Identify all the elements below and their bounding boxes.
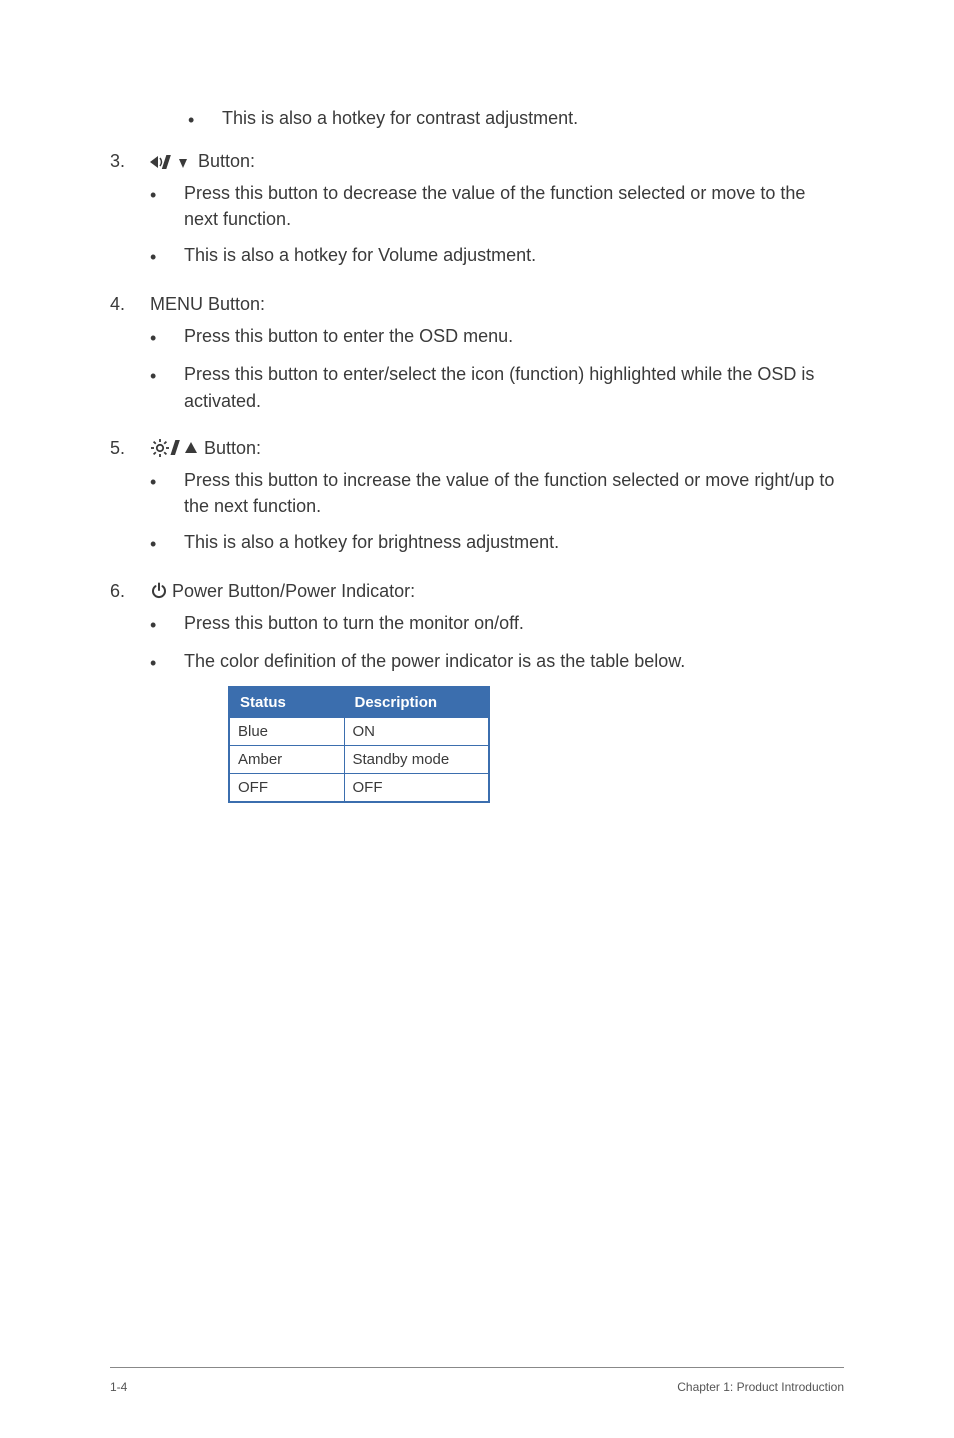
bullet-text: This is also a hotkey for brightness adj… — [184, 529, 559, 555]
bullet-text: This is also a hotkey for Volume adjustm… — [184, 242, 536, 268]
brightness-up-icon — [150, 438, 200, 458]
item-head-text: MENU Button: — [150, 294, 265, 315]
item-head-suffix: Button: — [204, 438, 261, 459]
table-cell: Amber — [229, 746, 344, 774]
bullet-icon: • — [150, 361, 184, 389]
bullet-icon: • — [150, 648, 184, 676]
item-number: 5. — [110, 438, 150, 459]
bullet-icon: • — [150, 467, 184, 495]
table-header-description: Description — [344, 687, 489, 718]
item-number: 4. — [110, 294, 150, 315]
table-row: Blue ON — [229, 718, 489, 746]
bullet-icon: • — [150, 610, 184, 638]
power-indicator-table: Status Description Blue ON Amber Standby… — [228, 686, 490, 803]
bullet-text: The color definition of the power indica… — [184, 648, 685, 674]
table-cell: OFF — [229, 774, 344, 803]
power-icon — [150, 582, 168, 600]
table-row: Amber Standby mode — [229, 746, 489, 774]
bullet-text: Press this button to increase the value … — [184, 467, 844, 519]
page-number: 1-4 — [110, 1380, 127, 1394]
top-bullet: • This is also a hotkey for contrast adj… — [188, 105, 844, 133]
table-cell: ON — [344, 718, 489, 746]
list-item-6: 6. Power Button/Power Indicator: • Press… — [110, 581, 844, 803]
list-item-4: 4. MENU Button: • Press this button to e… — [110, 294, 844, 423]
table-cell: Standby mode — [344, 746, 489, 774]
list-item-3: 3. Button: • Press this button to decrea… — [110, 151, 844, 280]
item-number: 3. — [110, 151, 150, 172]
bullet-text: Press this button to enter/select the ic… — [184, 361, 844, 413]
table-row: OFF OFF — [229, 774, 489, 803]
bullet-icon: • — [150, 323, 184, 351]
bullet-icon: • — [150, 242, 184, 270]
chapter-label: Chapter 1: Product Introduction — [677, 1380, 844, 1394]
bullet-text: This is also a hotkey for contrast adjus… — [222, 105, 578, 131]
list-item-5: 5. — [110, 438, 844, 567]
item-head-suffix: Button: — [198, 151, 255, 172]
table-header-status: Status — [229, 687, 344, 718]
bullet-icon: • — [150, 180, 184, 208]
table-cell: Blue — [229, 718, 344, 746]
footer-divider — [110, 1367, 844, 1368]
bullet-icon: • — [188, 105, 222, 133]
page-footer: 1-4 Chapter 1: Product Introduction — [110, 1380, 844, 1394]
item-head-suffix: Power Button/Power Indicator: — [172, 581, 415, 602]
bullet-text: Press this button to enter the OSD menu. — [184, 323, 513, 349]
bullet-icon: • — [150, 529, 184, 557]
bullet-text: Press this button to decrease the value … — [184, 180, 844, 232]
item-number: 6. — [110, 581, 150, 602]
bullet-text: Press this button to turn the monitor on… — [184, 610, 524, 636]
volume-down-icon — [150, 153, 194, 171]
table-cell: OFF — [344, 774, 489, 803]
